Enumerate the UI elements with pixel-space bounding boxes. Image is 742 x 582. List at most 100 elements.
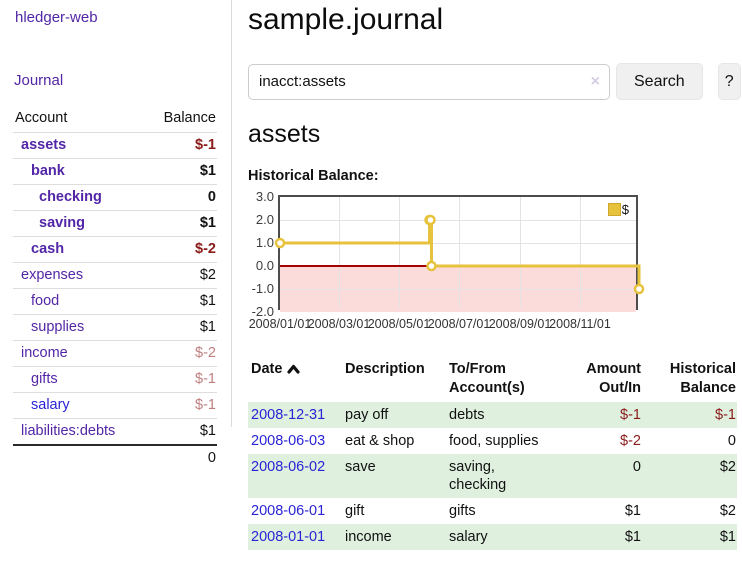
- account-link-assets[interactable]: assets: [21, 137, 67, 153]
- register-row: 2008-01-01 income salary $1 $1: [248, 524, 737, 550]
- account-row-cash: cash $-2: [13, 236, 217, 263]
- chart-legend: $: [607, 202, 629, 217]
- account-balance: $-2: [195, 345, 216, 361]
- register-row: 2008-06-03 eat & shop food, supplies $-2…: [248, 428, 737, 454]
- column-header-accounts: To/From Account(s): [449, 361, 525, 396]
- legend-label: $: [621, 202, 629, 217]
- account-link-salary[interactable]: salary: [31, 397, 70, 413]
- account-link-checking[interactable]: checking: [39, 189, 102, 205]
- transaction-accounts: debts: [449, 407, 485, 423]
- transaction-amount: $1: [624, 503, 641, 519]
- legend-swatch-icon: [607, 203, 621, 216]
- account-link-food[interactable]: food: [31, 293, 60, 309]
- account-link-bank[interactable]: bank: [31, 163, 65, 179]
- brand-link[interactable]: hledger-web: [15, 9, 98, 26]
- account-balance: $-2: [195, 241, 216, 257]
- column-header-amount: Amount Out/In: [586, 361, 641, 396]
- transaction-date-link[interactable]: 2008-06-01: [251, 503, 326, 519]
- column-header-balance: Historical Balance: [669, 361, 736, 396]
- register-table: Date Description To/From Account(s) Amou…: [248, 357, 737, 550]
- transaction-description: eat & shop: [345, 433, 415, 449]
- chart-x-axis: 2008/01/01 2008/03/01 2008/05/01 2008/07/01…: [248, 317, 611, 331]
- search-input-wrap: ×: [248, 63, 610, 100]
- account-row-assets: assets $-1: [13, 132, 217, 159]
- accounts-total-row: 0: [13, 445, 217, 471]
- transaction-accounts: food, supplies: [449, 433, 539, 449]
- sidebar-item-journal[interactable]: Journal: [14, 72, 64, 89]
- column-header-date[interactable]: Date: [248, 357, 345, 402]
- transaction-accounts: salary: [449, 529, 488, 545]
- transaction-date-link[interactable]: 2008-01-01: [251, 529, 326, 545]
- accounts-table: Account Balance assets $-1 bank $1 check…: [13, 106, 217, 471]
- chart-y-axis: 3.0 2.0 1.0 0.0 -1.0 -2.0: [251, 189, 274, 319]
- transaction-amount: 0: [632, 459, 641, 475]
- main-content: sample.journal × Search ? assets Histori…: [248, 0, 741, 550]
- accounts-header-account: Account: [15, 110, 68, 126]
- account-link-income[interactable]: income: [21, 345, 68, 361]
- sort-ascending-icon: [287, 364, 301, 374]
- account-row-saving: saving $1: [13, 210, 217, 237]
- transaction-amount: $1: [624, 529, 641, 545]
- transaction-amount: $-1: [620, 407, 641, 423]
- register-row: 2008-12-31 pay off debts $-1 $-1: [248, 402, 737, 428]
- help-button[interactable]: ?: [717, 63, 741, 100]
- account-row-supplies: supplies $1: [13, 314, 217, 341]
- transaction-description: income: [345, 529, 392, 545]
- account-link-supplies[interactable]: supplies: [31, 319, 85, 335]
- account-balance: 0: [207, 189, 216, 205]
- account-balance: $-1: [195, 371, 216, 387]
- search-button[interactable]: Search: [616, 63, 703, 100]
- register-header-row: Date Description To/From Account(s) Amou…: [248, 357, 737, 402]
- account-row-bank: bank $1: [13, 158, 217, 185]
- chart-plot-area: $: [274, 195, 645, 312]
- transaction-description: gift: [345, 503, 365, 519]
- account-balance: $2: [199, 267, 216, 283]
- column-header-description: Description: [345, 361, 425, 377]
- sidebar-divider: [231, 0, 232, 427]
- account-row-gifts: gifts $-1: [13, 366, 217, 393]
- account-link-saving[interactable]: saving: [39, 215, 85, 231]
- account-balance: $-1: [195, 137, 216, 153]
- transaction-amount: $-2: [620, 433, 641, 449]
- account-balance: $1: [199, 293, 216, 309]
- transaction-description: pay off: [345, 407, 389, 423]
- page-title: sample.journal: [248, 3, 444, 36]
- clear-search-icon[interactable]: ×: [590, 72, 600, 90]
- account-row-checking: checking 0: [13, 184, 217, 211]
- account-row-salary: salary $-1: [13, 392, 217, 419]
- transaction-date-link[interactable]: 2008-12-31: [251, 407, 326, 423]
- register-row: 2008-06-02 save saving, checking 0 $2: [248, 454, 737, 498]
- account-row-food: food $1: [13, 288, 217, 315]
- search-input[interactable]: [248, 63, 610, 100]
- transaction-balance: $2: [719, 503, 736, 519]
- account-balance: $1: [199, 215, 216, 231]
- account-row-income: income $-2: [13, 340, 217, 367]
- account-balance: $1: [199, 423, 216, 439]
- balance-line-series: [274, 214, 645, 295]
- transaction-date-link[interactable]: 2008-06-02: [251, 459, 326, 475]
- account-link-gifts[interactable]: gifts: [31, 371, 58, 387]
- search-form: × Search ?: [248, 63, 741, 100]
- transaction-description: save: [345, 459, 376, 475]
- historical-balance-chart: 3.0 2.0 1.0 0.0 -1.0 -2.0 $ 2008/01/01 2008/03…: [248, 189, 738, 336]
- accounts-total-value: 0: [207, 450, 216, 466]
- account-balance: $1: [199, 319, 216, 335]
- transaction-date-link[interactable]: 2008-06-03: [251, 433, 326, 449]
- transaction-accounts: saving, checking: [449, 459, 507, 493]
- chart-title: Historical Balance:: [248, 168, 379, 184]
- account-link-liabilities-debts[interactable]: liabilities:debts: [21, 423, 116, 439]
- account-link-cash[interactable]: cash: [31, 241, 65, 257]
- account-row-liabilities-debts: liabilities:debts $1: [13, 418, 217, 446]
- accounts-header-balance: Balance: [163, 110, 216, 126]
- account-balance: $-1: [195, 397, 216, 413]
- account-row-expenses: expenses $2: [13, 262, 217, 289]
- sidebar: hledger-web Journal Account Balance asse…: [0, 0, 232, 471]
- accounts-header-row: Account Balance: [13, 106, 217, 133]
- account-balance: $1: [199, 163, 216, 179]
- transaction-balance: $2: [719, 459, 736, 475]
- transaction-balance: $1: [719, 529, 736, 545]
- account-link-expenses[interactable]: expenses: [21, 267, 84, 283]
- account-page-title: assets: [248, 120, 321, 148]
- transaction-balance: $-1: [715, 407, 736, 423]
